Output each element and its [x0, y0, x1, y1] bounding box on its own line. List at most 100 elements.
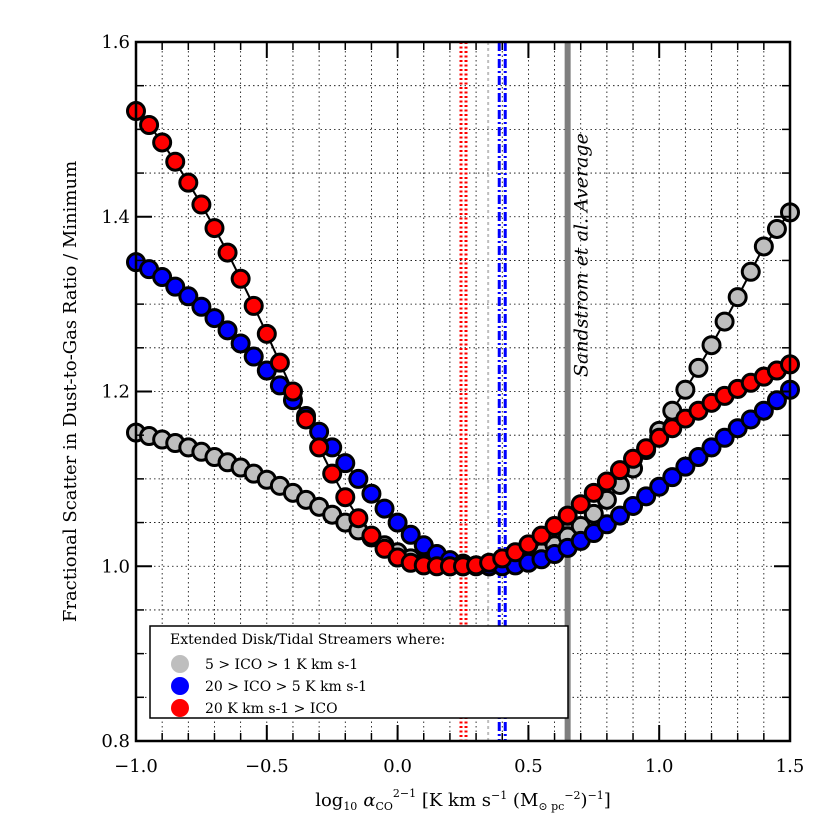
legend-label-2: 20 K km s-1 > ICO [205, 701, 338, 717]
x-axis-title-rest4: ] [604, 790, 611, 811]
data-point-series-0 [675, 379, 696, 400]
data-point-series-2 [139, 115, 160, 136]
x-axis-title-alpha: α [363, 790, 375, 811]
y-tick-label: 1.2 [101, 382, 130, 403]
data-point-series-2 [531, 525, 552, 546]
data-point-series-2 [256, 323, 277, 344]
data-point-series-2 [243, 295, 264, 316]
x-axis-title-rest3: ) [581, 790, 588, 811]
data-point-series-2 [361, 525, 382, 546]
x-axis-title-rest1: [K km s [416, 790, 491, 811]
data-point-series-0 [701, 335, 722, 356]
y-tick-label: 0.8 [101, 731, 130, 752]
data-point-series-1 [662, 467, 683, 488]
data-point-series-1 [204, 308, 225, 329]
data-point-series-2 [570, 494, 591, 515]
data-point-series-1 [335, 453, 356, 474]
data-point-series-2 [152, 132, 173, 153]
data-point-series-1 [230, 333, 251, 354]
data-point-series-2 [204, 218, 225, 239]
data-point-series-2 [609, 460, 630, 481]
x-axis-title-rest2: (M [507, 790, 538, 811]
data-point-series-1 [361, 483, 382, 504]
data-point-series-2 [348, 508, 369, 529]
x-tick-label: −1.0 [114, 756, 158, 777]
data-point-series-1 [714, 427, 735, 448]
legend-title: Extended Disk/Tidal Streamers where: [170, 632, 445, 648]
x-tick-label: 1.5 [776, 756, 805, 777]
data-point-series-2 [623, 448, 644, 469]
axis-ticks [135, 41, 791, 742]
data-point-series-1 [400, 524, 421, 545]
data-point-series-0 [740, 261, 761, 282]
x-tick-label: 1.0 [645, 756, 674, 777]
data-point-series-1 [243, 346, 264, 367]
data-point-series-1 [649, 476, 670, 497]
data-point-series-2 [636, 438, 657, 459]
data-point-series-1 [191, 296, 212, 317]
data-point-series-1 [623, 495, 644, 516]
data-point-series-2 [544, 516, 565, 537]
legend-label-0: 5 > ICO > 1 K km s-1 [205, 657, 358, 673]
data-point-series-1 [348, 468, 369, 489]
x-tick-label: 0.0 [383, 756, 412, 777]
x-axis-title-sub10: 10 [343, 800, 357, 813]
data-point-series-2 [178, 172, 199, 193]
data-point-series-2 [309, 437, 330, 458]
data-point-series-2 [230, 268, 251, 289]
x-axis-title-sup1: −1 [491, 789, 507, 802]
y-axis-title: Fractional Scatter in Dust-to-Gas Ratio … [60, 161, 81, 622]
y-tick-label: 1.0 [101, 556, 130, 577]
data-point-series-2 [322, 463, 343, 484]
data-point-series-0 [727, 287, 748, 308]
x-tick-label: −0.5 [245, 756, 289, 777]
data-point-series-2 [596, 471, 617, 492]
data-point-series-2 [583, 482, 604, 503]
data-point-series-0 [766, 218, 787, 239]
data-point-series-0 [583, 503, 604, 524]
data-point-series-2 [296, 409, 317, 430]
data-point-series-0 [714, 311, 735, 332]
x-axis-title-subco: CO [375, 800, 392, 813]
legend-label-1: 20 > ICO > 5 K km s-1 [205, 679, 367, 695]
data-point-series-0 [753, 236, 774, 257]
data-points [126, 101, 800, 577]
legend: Extended Disk/Tidal Streamers where: 5 >… [149, 625, 569, 719]
y-tick-labels: 0.8 1.0 1.2 1.4 1.6 [101, 32, 130, 752]
data-point-series-1 [387, 512, 408, 533]
legend-swatch-2 [171, 699, 189, 717]
sandstrom-annotation: Sandstrom et al. Average [571, 133, 593, 377]
data-point-series-1 [217, 320, 238, 341]
data-point-series-1 [165, 276, 186, 297]
reference-lines [459, 42, 571, 741]
data-point-series-0 [688, 357, 709, 378]
data-point-series-1 [609, 505, 630, 526]
data-point-series-2 [649, 427, 670, 448]
data-point-series-2 [335, 487, 356, 508]
x-axis-title-sun: ⊙ pc [538, 800, 564, 813]
legend-swatch-0 [171, 655, 189, 673]
data-point-series-1 [675, 456, 696, 477]
data-point-series-2 [269, 352, 290, 373]
data-point-series-2 [217, 242, 238, 263]
data-point-series-2 [282, 381, 303, 402]
data-point-series-1 [374, 498, 395, 519]
x-axis-title-log: log [315, 790, 343, 811]
data-point-series-2 [557, 505, 578, 526]
data-point-series-1 [178, 286, 199, 307]
x-axis-title-sup2: −2 [564, 789, 580, 802]
x-tick-label: 0.5 [514, 756, 543, 777]
data-point-series-1 [688, 447, 709, 468]
x-axis-title: log10 αCO2−1 [K km s−1 (M⊙ pc−2)−1] [315, 787, 611, 813]
data-point-series-1 [701, 437, 722, 458]
x-axis-title-sup3: −1 [588, 789, 604, 802]
legend-swatch-1 [171, 677, 189, 695]
y-tick-label: 1.4 [101, 207, 130, 228]
data-point-series-1 [753, 400, 774, 421]
data-point-series-2 [662, 418, 683, 439]
data-point-series-2 [191, 194, 212, 215]
y-tick-label: 1.6 [101, 32, 130, 53]
data-point-series-2 [165, 151, 186, 172]
x-tick-labels: −1.0 −0.5 0.0 0.5 1.0 1.5 [114, 756, 804, 777]
